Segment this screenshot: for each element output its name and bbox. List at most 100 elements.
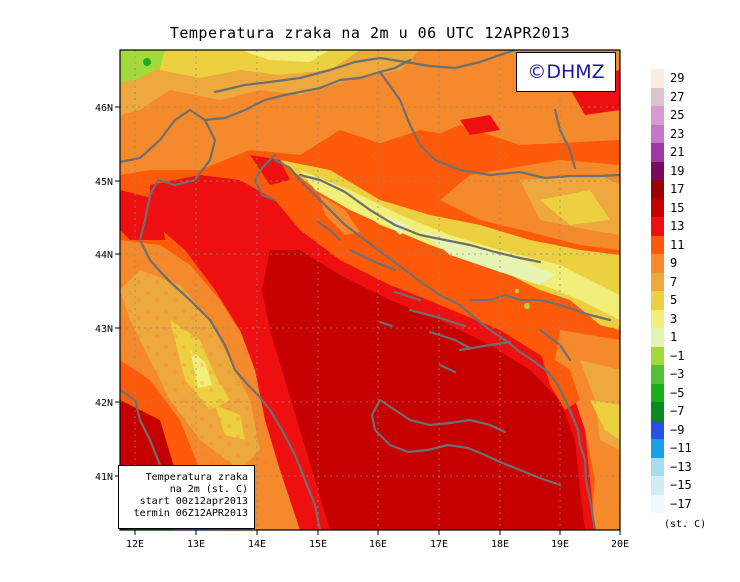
legend-swatch xyxy=(651,309,664,328)
legend-entry: 13 xyxy=(651,217,698,236)
y-tick-label: 41N xyxy=(95,472,113,483)
x-tick-label: 18E xyxy=(491,539,509,550)
legend-label: −13 xyxy=(670,459,692,474)
temperature-field xyxy=(120,50,620,530)
info-line: termin 06Z12APR2013 xyxy=(133,508,248,519)
legend-entry: 27 xyxy=(651,87,698,106)
legend-label: 15 xyxy=(670,200,685,215)
dhmz-logo: ©DHMZ xyxy=(516,52,616,92)
x-tick-label: 17E xyxy=(430,539,448,550)
legend-swatch xyxy=(651,291,664,310)
legend-label: 7 xyxy=(670,274,678,289)
legend-swatch xyxy=(651,217,664,236)
y-tick-label: 42N xyxy=(95,398,113,409)
info-line: na 2m (st. C) xyxy=(169,484,248,495)
y-tick-label: 45N xyxy=(95,177,113,188)
legend-swatch xyxy=(651,124,664,143)
info-line: start 00z12apr2013 xyxy=(139,496,248,507)
legend-entry: −7 xyxy=(651,402,698,421)
legend-swatch xyxy=(651,87,664,106)
legend-label: −3 xyxy=(670,367,685,382)
legend-label: 11 xyxy=(670,237,685,252)
legend-label: 3 xyxy=(670,311,678,326)
legend-entry: −17 xyxy=(651,494,698,513)
legend-entry: −3 xyxy=(651,365,698,384)
legend-swatch xyxy=(651,346,664,365)
legend-label: −17 xyxy=(670,496,692,511)
legend-entry: 7 xyxy=(651,272,698,291)
legend-entry: −5 xyxy=(651,383,698,402)
info-line: Temperatura zraka xyxy=(145,472,248,483)
legend-swatch xyxy=(651,254,664,273)
legend-swatch xyxy=(651,272,664,291)
legend-swatch xyxy=(651,328,664,347)
legend-swatch xyxy=(651,161,664,180)
x-tick-label: 20E xyxy=(611,539,629,550)
legend-label: 23 xyxy=(670,126,685,141)
x-tick-label: 14E xyxy=(248,539,266,550)
x-tick-label: 19E xyxy=(551,539,569,550)
legend-label: −5 xyxy=(670,385,685,400)
map-title: Temperatura zraka na 2m u 06 UTC 12APR20… xyxy=(169,24,571,42)
legend-entry: 19 xyxy=(651,161,698,180)
legend-swatch xyxy=(651,365,664,384)
legend-swatch xyxy=(651,198,664,217)
legend-label: 25 xyxy=(670,108,685,123)
legend-entry: 25 xyxy=(651,106,698,125)
coastlines-borders xyxy=(120,50,620,530)
legend-entry: 21 xyxy=(651,143,698,162)
legend-entry: 29 xyxy=(651,69,698,88)
legend-label: 17 xyxy=(670,182,685,197)
legend-label: 1 xyxy=(670,330,678,345)
legend-swatch xyxy=(651,383,664,402)
legend-entry: 9 xyxy=(651,254,698,273)
legend-swatch xyxy=(651,180,664,199)
y-tick-label: 46N xyxy=(95,103,113,114)
legend-label: 13 xyxy=(670,219,685,234)
x-tick-label: 12E xyxy=(126,539,144,550)
map-frame xyxy=(119,49,621,531)
legend-entry: −15 xyxy=(651,476,698,495)
legend-label: −15 xyxy=(670,478,692,493)
legend-entry: −1 xyxy=(651,346,698,365)
legend-entry: 5 xyxy=(651,291,698,310)
color-legend: 29 27 25 23 21 19 17 15 13 11 9 7 5 3 1 −1 −3 −5 −7 −9 −11 −1… xyxy=(651,69,698,513)
legend-swatch xyxy=(651,457,664,476)
x-tick-label: 13E xyxy=(187,539,205,550)
legend-swatch xyxy=(651,402,664,421)
y-tick-label: 43N xyxy=(95,324,113,335)
legend-swatch xyxy=(651,476,664,495)
legend-label: −11 xyxy=(670,441,692,456)
legend-label: −1 xyxy=(670,348,685,363)
legend-label: 5 xyxy=(670,293,678,308)
legend-entry: 1 xyxy=(651,328,698,347)
legend-label: −9 xyxy=(670,422,685,437)
legend-label: −7 xyxy=(670,404,685,419)
legend-unit: (st. C) xyxy=(664,519,707,530)
legend-entry: 17 xyxy=(651,180,698,199)
legend-swatch xyxy=(651,494,664,513)
legend-entry: 23 xyxy=(651,124,698,143)
x-tick-label: 15E xyxy=(309,539,327,550)
legend-swatch xyxy=(651,69,664,88)
legend-label: 9 xyxy=(670,256,678,271)
legend-entry: −11 xyxy=(651,439,698,458)
legend-entry: 3 xyxy=(651,309,698,328)
legend-label: 29 xyxy=(670,71,685,86)
legend-entry: −9 xyxy=(651,420,698,439)
legend-swatch xyxy=(651,143,664,162)
legend-entry: 15 xyxy=(651,198,698,217)
y-tick-label: 44N xyxy=(95,250,113,261)
legend-swatch xyxy=(651,439,664,458)
legend-swatch xyxy=(651,235,664,254)
legend-label: 19 xyxy=(670,163,685,178)
lat-lon-grid xyxy=(120,50,620,530)
x-tick-label: 16E xyxy=(369,539,387,550)
legend-label: 21 xyxy=(670,145,685,160)
legend-entry: −13 xyxy=(651,457,698,476)
legend-swatch xyxy=(651,106,664,125)
legend-entry: 11 xyxy=(651,235,698,254)
x-axis-ticks xyxy=(115,106,621,535)
legend-label: 27 xyxy=(670,89,685,104)
